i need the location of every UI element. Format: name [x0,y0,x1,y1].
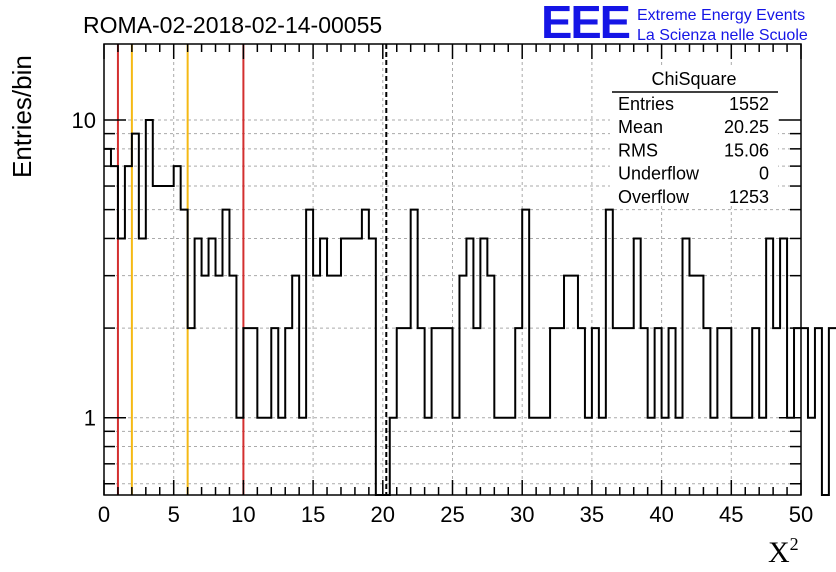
x-tick-label: 45 [719,502,743,527]
reference-lines [116,44,388,495]
stats-label: Mean [618,117,663,137]
x-axis-label-superscript: 2 [790,534,799,554]
stats-box-name: ChiSquare [651,69,736,89]
stats-value: 20.25 [724,117,769,137]
histogram-outline [104,118,836,496]
y-tick-label: 10 [72,108,96,133]
plot-frame [103,43,802,496]
x-tick-label: 30 [510,502,534,527]
stats-rows: Entries 1552 Mean 20.25 RMS 15.06 Underflow 0 Ov… [618,94,769,207]
stats-label: RMS [618,140,658,160]
stats-label: Underflow [618,164,700,184]
x-tick-label: 25 [440,502,464,527]
stats-label: Entries [618,94,674,114]
x-axis-label: X2 [768,534,799,569]
axis-ticks [103,44,802,495]
stats-value: 1253 [729,187,769,207]
stats-box: ChiSquare Entries 1552 Mean 20.25 RMS 15.06 Un… [610,66,778,207]
stats-value: 0 [759,164,769,184]
x-tick-label: 15 [301,502,325,527]
logo-line-2: La Scienza nelle Scuole [637,27,808,44]
y-tick-label: 1 [84,406,96,431]
x-tick-label: 50 [789,502,813,527]
stats-label: Overflow [618,187,690,207]
x-tick-label: 0 [98,502,110,527]
stats-value: 1552 [729,94,769,114]
x-axis-label-main: X [768,536,790,569]
stats-value: 15.06 [724,140,769,160]
y-tick-labels: 1 10 [72,108,96,431]
y-axis-label: Entries/bin [7,55,37,178]
x-tick-label: 20 [371,502,395,527]
eee-logo: EEE Extreme Energy Events La Scienza nel… [541,0,808,48]
logo-mark: EEE [541,0,629,48]
x-tick-label: 35 [580,502,604,527]
x-tick-labels: 0 5 10 15 20 25 30 35 40 45 50 [98,502,813,527]
stats-box-background [610,66,778,206]
x-tick-label: 40 [649,502,673,527]
x-tick-label: 10 [231,502,255,527]
x-tick-label: 5 [168,502,180,527]
logo-line-1: Extreme Energy Events [637,7,805,24]
chart-title: ROMA-02-2018-02-14-00055 [83,12,382,38]
